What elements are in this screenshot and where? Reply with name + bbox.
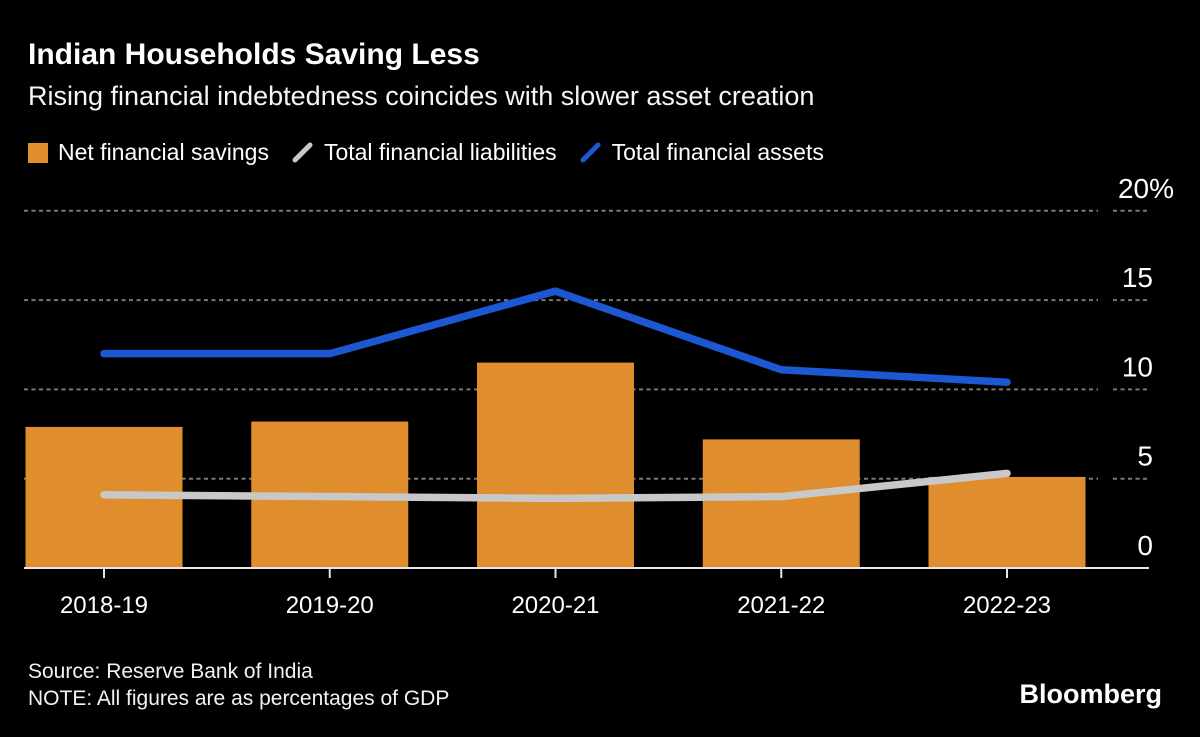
legend-item-total-financial-liabilities: Total financial liabilities bbox=[291, 139, 557, 166]
legend-item-net-financial-savings: Net financial savings bbox=[28, 139, 269, 166]
x-tick-label: 2020-21 bbox=[511, 592, 599, 619]
y-tick-label: 5 bbox=[1137, 441, 1153, 472]
x-tick-label: 2018-19 bbox=[60, 592, 148, 619]
chart-title: Indian Households Saving Less bbox=[28, 38, 480, 71]
total-financial-assets-line bbox=[100, 287, 1011, 387]
bar-swatch-icon bbox=[28, 142, 48, 163]
note-line: NOTE: All figures are as percentages of … bbox=[28, 687, 450, 710]
chart-legend: Net financial savings Total financial li… bbox=[28, 139, 824, 166]
net-financial-savings-bar bbox=[477, 362, 634, 568]
net-financial-savings-bar bbox=[928, 476, 1086, 568]
legend-label-total-financial-liabilities: Total financial liabilities bbox=[323, 139, 557, 165]
bloomberg-logo: Bloomberg bbox=[1019, 679, 1162, 709]
y-tick-label: 10 bbox=[1122, 351, 1153, 382]
net-financial-savings-bar bbox=[702, 439, 860, 568]
y-tick-label: 15 bbox=[1122, 262, 1153, 293]
x-tick-label: 2019-20 bbox=[286, 592, 374, 619]
x-tick-label: 2022-23 bbox=[963, 592, 1051, 619]
line-swatch-liabilities-icon bbox=[292, 142, 313, 163]
legend-label-net-financial-savings: Net financial savings bbox=[58, 139, 269, 165]
line-swatch-assets-icon bbox=[580, 142, 601, 163]
chart-subtitle: Rising financial indebtedness coincides … bbox=[28, 81, 815, 111]
legend-label-total-financial-assets: Total financial assets bbox=[611, 139, 824, 165]
total-financial-liabilities-line bbox=[100, 469, 1011, 503]
y-tick-label: 0 bbox=[1137, 530, 1153, 561]
legend-item-total-financial-assets: Total financial assets bbox=[579, 139, 824, 166]
source-note: Source: Reserve Bank of India NOTE: All … bbox=[28, 658, 449, 712]
source-line: Source: Reserve Bank of India bbox=[28, 660, 313, 683]
y-tick-label: 20% bbox=[1118, 173, 1174, 204]
x-tick-label: 2021-22 bbox=[737, 592, 825, 619]
